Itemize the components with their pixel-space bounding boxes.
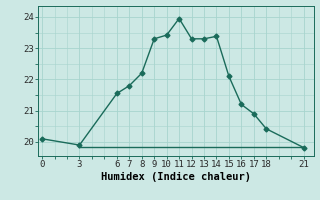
X-axis label: Humidex (Indice chaleur): Humidex (Indice chaleur) xyxy=(101,172,251,182)
